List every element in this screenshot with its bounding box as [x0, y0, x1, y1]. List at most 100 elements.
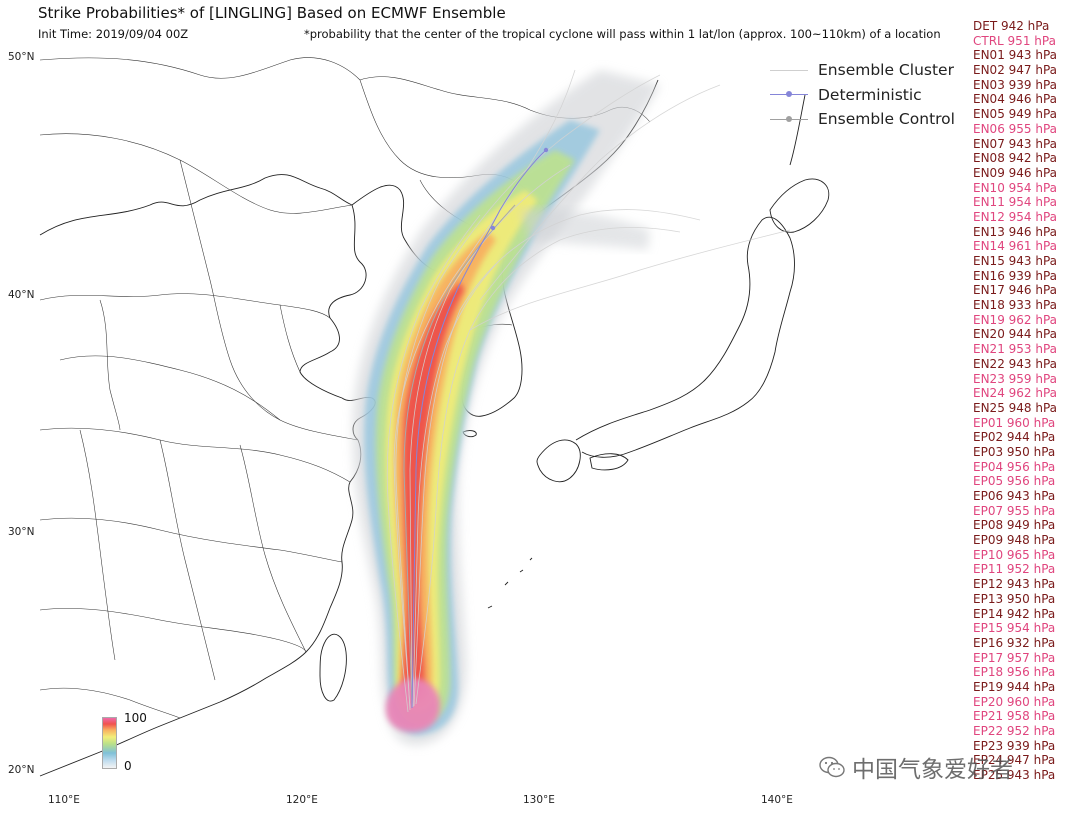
coastline-china-east: [39, 439, 362, 777]
coastline-china-north: [39, 174, 353, 236]
boundary-province-11: [99, 299, 121, 431]
jeju-outline: [462, 430, 477, 438]
member-pressure-item: EN09 946 hPa: [973, 165, 1058, 180]
boundary-province-4: [39, 427, 351, 483]
legend-swatch-deterministic: [770, 91, 808, 98]
member-pressure-item: EN12 954 hPa: [973, 209, 1058, 224]
member-pressure-item: EP01 960 hPa: [973, 415, 1056, 430]
member-pressure-item: EN21 953 hPa: [973, 342, 1058, 357]
member-pressure-list: DET 942 hPa CTRL 951 hPa EN01 943 hPa EN02 …: [973, 19, 1068, 783]
boundary-province-3: [59, 355, 281, 421]
japan-kyushu: [536, 439, 581, 483]
member-pressure-item: EP21 958 hPa: [973, 709, 1056, 724]
member-pressure-item: DET 942 hPa: [973, 19, 1050, 33]
lon-label-140e: 140°E: [761, 794, 793, 806]
footnote: *probability that the center of the trop…: [304, 27, 941, 41]
member-pressure-item: EP09 948 hPa: [973, 533, 1056, 548]
plume-red: [402, 282, 464, 700]
plume-northeast-grey: [520, 208, 650, 250]
member-pressure-item: EN22 943 hPa: [973, 356, 1058, 371]
taiwan-outline: [319, 633, 347, 702]
member-pressure-item: EP12 943 hPa: [973, 577, 1056, 592]
legend-label-deterministic: Deterministic: [818, 85, 922, 104]
cluster-track: [386, 214, 481, 713]
member-pressure-item: EP23 939 hPa: [973, 738, 1056, 753]
member-pressure-item: EN10 954 hPa: [973, 180, 1058, 195]
member-pressure-item: EP14 942 hPa: [973, 606, 1056, 621]
legend-item-cluster: Ensemble Cluster: [770, 58, 955, 83]
member-pressure-item: EN07 943 hPa: [973, 136, 1058, 151]
deterministic-point: [490, 225, 496, 231]
member-pressure-item: EN02 947 hPa: [973, 63, 1058, 78]
member-pressure-item: EN05 949 hPa: [973, 107, 1058, 122]
lon-label-130e: 130°E: [523, 794, 555, 806]
member-pressure-item: EP10 965 hPa: [973, 547, 1056, 562]
legend-label-control: Ensemble Control: [818, 110, 955, 129]
probability-plume: [352, 70, 660, 746]
japan-honshu: [575, 216, 795, 458]
lat-label-50n: 50°N: [8, 51, 35, 63]
member-pressure-item: EN13 946 hPa: [973, 224, 1058, 239]
boundary-mongolia-china: [39, 57, 361, 81]
watermark-text: 中国气象爱好者: [852, 757, 1013, 783]
boundary-province-10: [279, 304, 301, 373]
legend-item-control: Ensemble Control: [770, 107, 955, 132]
member-pressure-item: EP19 944 hPa: [973, 679, 1056, 694]
cluster-track: [479, 84, 721, 301]
boundary-province-1: [39, 293, 331, 319]
member-pressure-item: EN01 943 hPa: [973, 48, 1058, 63]
ensemble-control-track: [403, 204, 516, 707]
lon-label-110e: 110°E: [48, 794, 80, 806]
member-pressure-item: EP22 952 hPa: [973, 724, 1056, 738]
member-pressure-item: EN25 948 hPa: [973, 400, 1058, 415]
colorbar-max-label: 100: [124, 711, 147, 725]
ryukyu-islands: [487, 557, 533, 609]
boundary-inner-mongolia: [39, 133, 353, 214]
deterministic-track: [411, 147, 549, 709]
legend-swatch-cluster: [770, 69, 808, 71]
sakhalin-outline: [789, 94, 806, 166]
cluster-track: [469, 229, 791, 331]
japan-shikoku: [589, 453, 629, 471]
cluster-track: [395, 74, 661, 711]
member-pressure-item: EP15 954 hPa: [973, 621, 1056, 636]
member-pressure-item: EN06 955 hPa: [973, 121, 1058, 136]
init-time: Init Time: 2019/09/04 00Z: [38, 27, 189, 41]
member-pressure-item: EP20 960 hPa: [973, 694, 1056, 709]
member-pressure-item: EP04 956 hPa: [973, 459, 1056, 474]
boundary-province-6: [159, 439, 216, 681]
cluster-track: [413, 209, 701, 707]
cluster-track: [415, 227, 681, 705]
member-pressure-item: EP03 950 hPa: [973, 444, 1056, 459]
member-pressure-item: EN03 939 hPa: [973, 77, 1058, 92]
lat-label-20n: 20°N: [8, 764, 35, 776]
member-pressure-item: EP25 943 hPa: [973, 768, 1056, 783]
member-pressure-item: EN16 939 hPa: [973, 268, 1058, 283]
wechat-icon: [819, 756, 845, 778]
japan-hokkaido: [769, 178, 830, 233]
colorbar-min-label: 0: [124, 759, 132, 773]
member-pressure-item: EN20 944 hPa: [973, 327, 1058, 342]
member-pressure-item: EP05 956 hPa: [973, 474, 1056, 489]
lat-label-40n: 40°N: [8, 289, 35, 301]
member-pressure-item: EP08 949 hPa: [973, 518, 1056, 533]
legend-label-cluster: Ensemble Cluster: [818, 61, 954, 80]
member-pressure-item: EP16 932 hPa: [973, 635, 1056, 650]
ensemble-cluster-tracks: [386, 69, 791, 713]
member-pressure-item: EN14 961 hPa: [973, 239, 1058, 254]
member-pressure-item: EP24 947 hPa: [973, 753, 1056, 768]
boundary-province-8: [39, 517, 343, 563]
cluster-track: [409, 164, 571, 709]
map-title: Strike Probabilities* of [LINGLING] Base…: [38, 4, 506, 22]
coastline-bohai: [299, 204, 367, 399]
deterministic-point: [543, 147, 549, 153]
legend-item-deterministic: Deterministic: [770, 83, 955, 108]
map-legend: Ensemble Cluster Deterministic Ensemble …: [770, 58, 955, 132]
lat-label-30n: 30°N: [8, 526, 35, 538]
boundary-province-7: [239, 444, 307, 653]
probability-colorbar: [102, 717, 117, 769]
member-pressure-item: EN19 962 hPa: [973, 312, 1058, 327]
member-pressure-item: EP02 944 hPa: [973, 430, 1056, 445]
member-pressure-item: EN08 942 hPa: [973, 151, 1058, 166]
